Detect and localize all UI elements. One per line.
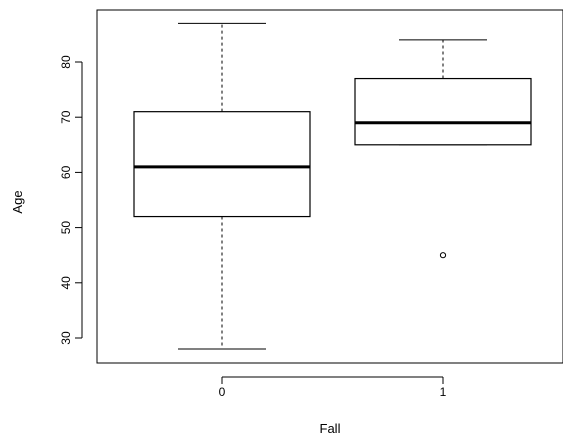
y-axis: 30 40 50 60 70 80 <box>59 55 83 345</box>
y-axis-title: Age <box>10 190 25 213</box>
box-group-1 <box>354 39 532 259</box>
y-tick-label: 50 <box>59 221 73 235</box>
boxes-group <box>133 22 532 350</box>
x-axis-title: Fall <box>320 421 341 436</box>
box-group-0 <box>133 22 311 350</box>
y-tick-label: 70 <box>59 110 73 124</box>
box-iqr <box>133 111 311 218</box>
box-iqr <box>354 77 532 146</box>
y-tick-label: 40 <box>59 276 73 290</box>
outlier-point <box>439 252 447 259</box>
x-tick-label: 0 <box>219 385 226 399</box>
y-tick-label: 30 <box>59 331 73 345</box>
y-tick-label: 80 <box>59 55 73 69</box>
plot-frame <box>96 9 563 364</box>
x-tick-label: 1 <box>440 385 447 399</box>
y-tick-label: 60 <box>59 165 73 179</box>
